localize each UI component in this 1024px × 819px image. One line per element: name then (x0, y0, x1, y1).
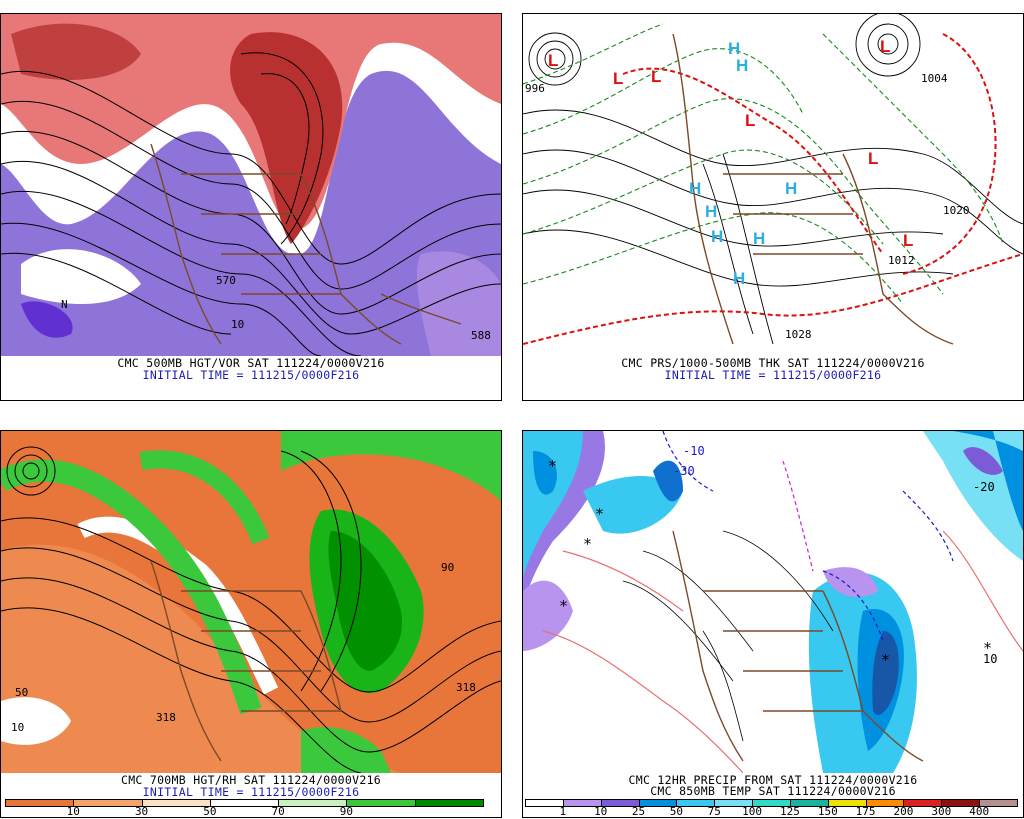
colorbar-tick-label: 25 (631, 805, 646, 818)
isobar-label-1028: 1028 (785, 328, 812, 341)
colorbar-segment (525, 799, 564, 807)
low-pressure-marker: L (868, 149, 878, 168)
panel-prs-thickness: L L L L L L L H H H H H H H H 1020 1028 … (522, 13, 1024, 401)
colorbar-tick-label: 30 (134, 805, 149, 818)
caption-initial-time: INITIAL TIME = 111215/0000F216 (142, 368, 360, 382)
low-pressure-marker: L (903, 231, 913, 250)
colorbar-tick-label: 400 (969, 805, 990, 818)
colorbar-relative-humidity: 10 30 50 70 90 (1, 797, 501, 817)
colorbar-tick-label: 75 (707, 805, 721, 818)
temp-label-10: 10 (983, 652, 997, 666)
colorbar-precipitation: 1 10 25 50 75 100 125 150 175 200 300 400 (523, 797, 1023, 817)
panel-precip-850mb-temp: -10 -30 10 -20 * * * * * * CMC 12HR PREC… (522, 430, 1024, 818)
rh-label-10: 10 (11, 721, 24, 734)
colorbar-segment (209, 799, 280, 807)
caption-850mb-temp: CMC 850MB TEMP SAT 111224/0000V216 (650, 784, 896, 798)
temp-label-minus30: -30 (673, 464, 695, 478)
colorbar-tick-label: 10 (66, 805, 80, 818)
caption-title: CMC PRS/1000-500MB THK SAT 111224/0000V2… (621, 356, 925, 370)
high-pressure-marker: H (753, 229, 765, 248)
map-pressure-thickness: L L L L L L L H H H H H H H H 1020 1028 … (523, 14, 1023, 356)
colorbar-segment (278, 799, 348, 807)
colorbar-tick-label: 50 (669, 805, 683, 818)
panel-700mb-hgt-rh: 318 318 10 50 90 CMC 700MB HGT/RH SAT 11… (0, 430, 502, 818)
temp-label-minus10: -10 (683, 444, 705, 458)
rh-label-50: 50 (15, 686, 28, 699)
map-label-n: N (61, 298, 68, 311)
panel-500mb-hgt-vor: 588 570 N 10 CMC 500MB HGT/VOR SAT 11122… (0, 13, 502, 401)
caption-precip-title: CMC 12HR PRECIP FROM SAT 111224/0000V216 (628, 773, 918, 787)
colorbar-tick-label: 200 (893, 805, 914, 818)
temp-label-minus20: -20 (973, 480, 995, 494)
contour-label-318: 318 (456, 681, 476, 694)
low-pressure-marker: L (745, 111, 755, 130)
rh-label-90: 90 (441, 561, 454, 574)
contour-label-570: 570 (216, 274, 236, 287)
colorbar-tick-label: 90 (339, 805, 354, 818)
high-pressure-marker: H (733, 269, 745, 288)
high-pressure-marker: H (785, 179, 797, 198)
colorbar-segment (141, 799, 211, 807)
isobar-label-1020: 1020 (943, 204, 970, 217)
snow-symbol: * (583, 535, 592, 553)
snow-symbol: * (559, 597, 568, 615)
colorbar-tick-label: 70 (271, 805, 285, 818)
caption-title: CMC 500MB HGT/VOR SAT 111224/0000V216 (117, 356, 385, 370)
colorbar-tick-label: 10 (594, 805, 608, 818)
caption-initial-time: INITIAL TIME = 111215/0000F216 (142, 785, 360, 799)
contour-label-588: 588 (471, 329, 491, 342)
colorbar-segment (5, 799, 75, 807)
colorbar-tick-label: 125 (779, 805, 800, 818)
colorbar-segment (73, 799, 143, 807)
caption-title: CMC 700MB HGT/RH SAT 111224/0000V216 (120, 773, 382, 787)
high-pressure-marker: H (689, 179, 701, 198)
high-pressure-marker: H (736, 56, 748, 75)
colorbar-tick-label: 100 (742, 805, 762, 818)
map-precip-temperature: -10 -30 10 -20 * * * * * * (523, 431, 1023, 773)
colorbar-tick-label: 50 (203, 805, 217, 818)
high-pressure-marker: H (711, 227, 723, 246)
colorbar-tick-label: 1 (559, 805, 567, 818)
colorbar-tick-label: 175 (855, 805, 876, 818)
colorbar-segment (414, 799, 484, 807)
contour-label-318: 318 (156, 711, 176, 724)
low-pressure-marker: L (548, 51, 558, 70)
colorbar-segment (346, 799, 416, 807)
contour-label-10: 10 (231, 318, 244, 331)
colorbar-segment (979, 799, 1018, 807)
snow-symbol: * (983, 639, 992, 657)
map-700mb-humidity: 318 318 10 50 90 (1, 431, 501, 773)
low-pressure-marker: L (613, 69, 623, 88)
low-pressure-marker: L (880, 37, 890, 56)
colorbar-tick-label: 150 (817, 805, 838, 818)
high-pressure-marker: H (705, 202, 717, 221)
colorbar-tick-label: 300 (931, 805, 952, 818)
snow-symbol: * (548, 457, 557, 475)
low-pressure-marker: L (651, 67, 661, 86)
snow-symbol: * (595, 505, 604, 523)
snow-symbol: * (881, 651, 890, 669)
high-pressure-marker: H (728, 39, 740, 58)
isobar-label-1012: 1012 (888, 254, 915, 267)
caption-initial-time: INITIAL TIME = 111215/0000F216 (664, 368, 882, 382)
isobar-label-1004: 1004 (921, 72, 948, 85)
isobar-label-996: 996 (525, 82, 545, 95)
map-500mb-vorticity: 588 570 N 10 (1, 14, 501, 356)
